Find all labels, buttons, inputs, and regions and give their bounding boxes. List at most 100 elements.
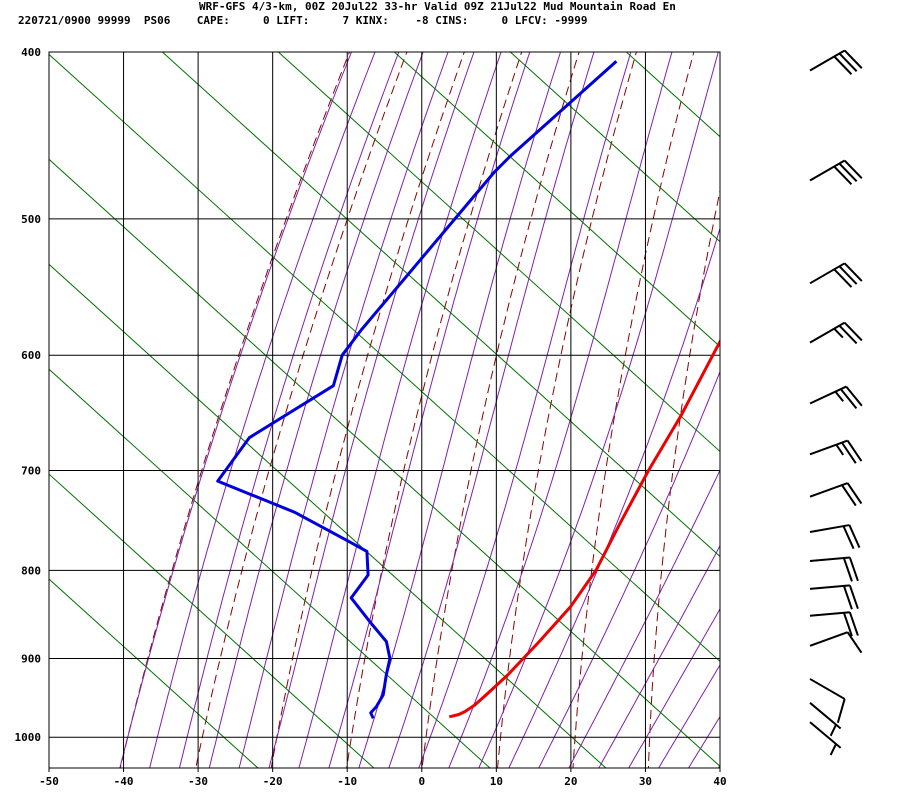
barb-full-feather [836, 698, 846, 723]
mixing-ratio-line [161, 52, 720, 558]
barb-half-feather [829, 743, 837, 756]
barb-full-feather [846, 440, 863, 462]
y-tick-label: 900 [21, 652, 41, 665]
temperature-profile [448, 338, 720, 719]
x-tick-label: 40 [713, 775, 726, 788]
barb-full-feather [843, 321, 863, 342]
barb-full-feather [842, 612, 853, 637]
moist-adiabat [448, 52, 673, 768]
mixing-ratio-line [625, 52, 720, 138]
barb-full-feather [843, 49, 863, 69]
dry-adiabat [421, 52, 580, 768]
mixing-ratio-line [49, 578, 259, 768]
mixing-ratio-line [49, 158, 720, 767]
moist-adiabat [418, 52, 632, 768]
barb-full-feather [846, 631, 863, 654]
grid [49, 52, 720, 768]
barb-staff [809, 49, 846, 72]
barb-staff [809, 321, 846, 344]
moist-adiabat [508, 226, 720, 768]
wind-barb [809, 584, 859, 610]
dry-adiabat [346, 52, 523, 768]
barb-staff [809, 556, 850, 562]
moist-adiabat [568, 469, 720, 768]
barb-staff [809, 678, 846, 700]
dry-adiabat [724, 33, 813, 774]
barb-full-feather [848, 524, 861, 549]
barb-full-feather [843, 262, 863, 282]
x-tick-label: 0 [418, 775, 425, 788]
wind-barb [809, 262, 863, 288]
y-tick-label: 500 [21, 213, 41, 226]
profiles [216, 60, 720, 719]
wind-barb [809, 702, 842, 737]
barb-full-feather [848, 585, 859, 610]
barb-full-feather [838, 162, 858, 182]
moist-adiabat [298, 52, 502, 768]
moist-adiabat [178, 52, 400, 768]
mixing-ratio-line [49, 473, 375, 768]
barb-full-feather [842, 525, 855, 550]
y-tick-label: 800 [21, 564, 41, 577]
barb-half-feather [835, 444, 845, 456]
moist-adiabat [658, 664, 720, 768]
barb-staff [809, 385, 847, 405]
y-tick-label: 1000 [15, 731, 42, 744]
wind-barb [809, 439, 863, 464]
moist-adiabat [717, 764, 720, 768]
barb-staff [809, 702, 842, 730]
barb-half-feather [829, 724, 837, 737]
wind-barb [809, 556, 859, 582]
dry-adiabat [119, 52, 351, 768]
mixing-ratio-line [393, 52, 720, 348]
sounding-indices: 220721/0900 99999 PS06 CAPE: 0 LIFT: 7 K… [18, 14, 588, 27]
wind-barb [809, 631, 863, 654]
wind-barb [809, 385, 863, 409]
barb-full-feather [841, 484, 857, 507]
barb-full-feather [840, 388, 858, 409]
dry-adiabat [270, 52, 465, 768]
plot-frame [48, 51, 721, 769]
barb-half-feather [834, 391, 844, 402]
x-tick-label: 30 [639, 775, 652, 788]
wind-barb [809, 49, 863, 75]
barb-full-feather [848, 611, 859, 636]
dry-adiabat [871, 33, 900, 774]
barb-staff [809, 631, 848, 647]
wind-barb [809, 524, 861, 550]
x-tick-label: 20 [564, 775, 577, 788]
tick-labels: -50 -40 -30 -20 -10 0 10 20 30 40 400 500 600 700 800 9… [15, 46, 727, 788]
barb-staff [809, 611, 850, 617]
x-tick-label: -10 [337, 775, 357, 788]
wind-barb [809, 321, 863, 345]
dry-adiabat [572, 52, 695, 768]
x-tick-label: 10 [490, 775, 503, 788]
wind-barb [809, 721, 842, 756]
barb-full-feather [833, 55, 853, 75]
barb-staff [809, 439, 848, 456]
barb-full-feather [841, 442, 857, 464]
x-tick-label: -40 [114, 775, 134, 788]
x-tick-label: -50 [39, 775, 59, 788]
moist-adiabat [119, 52, 353, 768]
moist-adiabat [628, 607, 720, 768]
barb-full-feather [848, 557, 859, 582]
mixing-ratio-line [676, 0, 900, 788]
moist-adiabat [328, 52, 531, 768]
barb-full-feather [842, 557, 853, 582]
barb-staff [809, 262, 846, 285]
mixing-ratio-line [277, 52, 720, 453]
x-tick-label: -20 [263, 775, 283, 788]
moist-adiabat [687, 715, 720, 768]
barb-full-feather [833, 165, 853, 185]
y-tick-label: 700 [21, 464, 41, 477]
y-tick-label: 600 [21, 349, 41, 362]
barb-full-feather [838, 324, 858, 345]
mixing-ratio-line [49, 368, 491, 768]
barb-staff [809, 159, 846, 182]
barb-full-feather [845, 385, 863, 407]
dewpoint-profile [216, 60, 618, 719]
dry-adiabat [647, 188, 720, 768]
mixing-ratio-line [49, 263, 607, 768]
